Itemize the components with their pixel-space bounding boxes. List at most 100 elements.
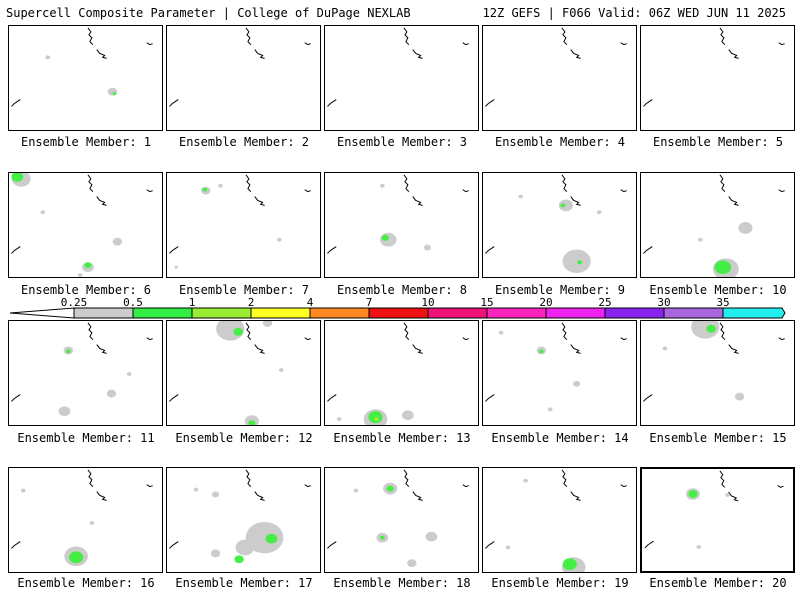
coastline-path <box>719 27 726 45</box>
scp-contour-area <box>112 92 117 96</box>
scp-map-svg <box>11 469 153 567</box>
coastline-path <box>254 49 265 59</box>
coastline-path <box>304 484 311 488</box>
ensemble-member-map[interactable] <box>640 467 795 573</box>
ensemble-member-label: Ensemble Member: 20 <box>649 576 787 590</box>
coastline-path <box>561 27 568 45</box>
ensemble-member-map[interactable] <box>482 320 637 426</box>
coastline-path <box>412 49 423 59</box>
legend-low-arrow <box>10 307 75 319</box>
legend-color-bin <box>250 307 311 319</box>
ensemble-member-map[interactable] <box>324 467 479 573</box>
scp-contour-area <box>596 210 602 215</box>
coastline-path <box>485 541 495 549</box>
coastline-path <box>245 469 252 487</box>
scp-contour-area <box>126 372 132 376</box>
coastline-path <box>146 189 153 193</box>
scp-map-svg <box>11 27 153 107</box>
ensemble-member-map[interactable] <box>166 172 321 278</box>
ensemble-member-label: Ensemble Member: 13 <box>333 431 471 445</box>
ensemble-member-map[interactable] <box>8 320 163 426</box>
coastline-path <box>728 344 739 354</box>
scp-contour-area <box>386 485 394 492</box>
scp-map-svg <box>643 27 785 107</box>
scp-contour-area <box>562 558 577 571</box>
scp-contour-area <box>234 555 244 564</box>
ensemble-member-map[interactable] <box>8 172 163 278</box>
scp-map-svg <box>169 174 311 269</box>
ensemble-member-label: Ensemble Member: 10 <box>649 283 787 297</box>
ensemble-member-map[interactable] <box>640 172 795 278</box>
coastline-path <box>412 491 423 501</box>
coastline-path <box>304 42 311 46</box>
scp-contour-area <box>11 173 24 182</box>
ensemble-member-label: Ensemble Member: 3 <box>336 135 468 149</box>
coastline-path <box>327 246 337 254</box>
scp-map-svg <box>485 27 627 107</box>
coastline-path <box>643 246 653 254</box>
ensemble-member-map[interactable] <box>640 320 795 426</box>
ensemble-member-map[interactable] <box>324 172 479 278</box>
coastline-path <box>462 42 469 46</box>
coastline-path <box>327 99 337 107</box>
legend-tick-label: 2 <box>248 296 255 309</box>
legend-tick-label: 25 <box>598 296 611 309</box>
coastline-path <box>327 541 337 549</box>
ensemble-member-map[interactable] <box>482 172 637 278</box>
coastline-path <box>245 27 252 45</box>
coastline-path <box>620 189 627 193</box>
ensemble-member-label: Ensemble Member: 16 <box>17 576 155 590</box>
legend-tick-label: 0.5 <box>123 296 143 309</box>
scp-map-svg <box>169 469 311 564</box>
scp-map-svg <box>11 322 153 417</box>
scp-contour-area <box>106 389 117 398</box>
ensemble-member-map[interactable] <box>166 320 321 426</box>
coastline-path <box>412 344 423 354</box>
scp-contour-area <box>89 520 95 525</box>
ensemble-member-map[interactable] <box>324 25 479 131</box>
legend-tick-label: 1 <box>189 296 196 309</box>
scp-contour-area <box>45 55 51 60</box>
legend-tick-label: 35 <box>716 296 729 309</box>
coastline-path <box>169 246 179 254</box>
coastline-path <box>485 246 495 254</box>
scp-contour-area <box>498 330 504 335</box>
scp-contour-area <box>262 321 273 327</box>
ensemble-member-map[interactable] <box>324 320 479 426</box>
coastline-path <box>169 99 179 107</box>
ensemble-member-map[interactable] <box>482 25 637 131</box>
scp-contour-area <box>518 194 524 199</box>
coastline-path <box>96 491 107 501</box>
ensemble-member-label: Ensemble Member: 12 <box>175 431 313 445</box>
coastline-path <box>11 99 21 107</box>
scp-contour-area <box>278 368 284 373</box>
ensemble-member-map[interactable] <box>166 25 321 131</box>
coastline-path <box>570 491 581 501</box>
scp-map-svg <box>643 321 785 402</box>
coastline-path <box>304 189 311 193</box>
scp-contour-area <box>20 488 26 493</box>
ensemble-member-map[interactable] <box>482 467 637 573</box>
coastline-path <box>719 470 726 488</box>
ensemble-member-map[interactable] <box>166 467 321 573</box>
scp-contour-area <box>725 493 730 497</box>
scp-contour-area <box>688 490 698 498</box>
scp-contour-area <box>558 199 573 212</box>
ensemble-member-map[interactable] <box>640 25 795 131</box>
coastline-path <box>146 484 153 488</box>
coastline-path <box>403 174 410 192</box>
scp-contour-area <box>276 237 282 242</box>
coastline-path <box>561 469 568 487</box>
coastline-path <box>96 196 107 206</box>
ensemble-member-map[interactable] <box>8 467 163 573</box>
scp-contour-area <box>265 533 278 544</box>
scp-contour-area <box>84 262 92 269</box>
coastline-path <box>561 174 568 192</box>
ensemble-member-map[interactable] <box>8 25 163 131</box>
scp-contour-area <box>248 420 256 425</box>
scp-contour-area <box>235 539 255 556</box>
coastline-path <box>327 394 337 402</box>
scp-map-svg <box>327 322 469 425</box>
scp-contour-area <box>174 265 179 269</box>
ensemble-member-label: Ensemble Member: 5 <box>652 135 784 149</box>
